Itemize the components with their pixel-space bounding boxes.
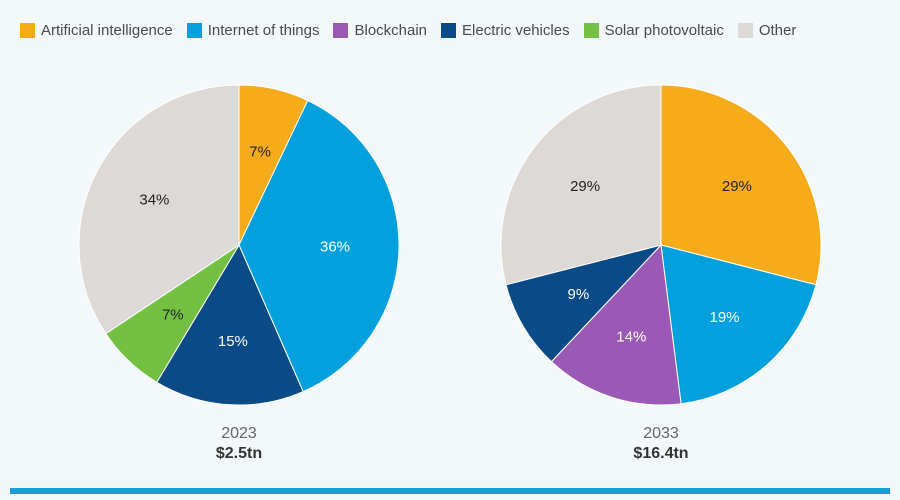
- pie-2023-label-artificial-intelligence: 7%: [249, 143, 271, 160]
- legend-swatch: [583, 23, 599, 38]
- legend-label: Electric vehicles: [462, 22, 570, 39]
- legend-swatch: [441, 23, 457, 38]
- legend: Artificial intelligence Internet of thin…: [20, 22, 796, 39]
- pie-2033-slice-blockchain: [550, 243, 682, 406]
- pie-2023-total: $2.5tn: [216, 445, 262, 462]
- pie-2023-year: 2023: [221, 425, 257, 442]
- pie-2023-slice-other: [78, 84, 240, 335]
- legend-item-electric-vehicles: Electric vehicles: [441, 22, 570, 39]
- legend-label: Artificial intelligence: [41, 22, 173, 39]
- legend-swatch: [186, 23, 202, 38]
- pie-2033: 29% 19% 14% 9% 29% 2033 $16.4tn: [500, 84, 822, 462]
- bottom-accent-bar: [10, 488, 890, 494]
- pie-2033-label-other: 29%: [570, 178, 600, 195]
- legend-item-internet-of-things: Internet of things: [186, 22, 320, 39]
- legend-item-other: Other: [737, 22, 797, 39]
- pie-2033-label-electric-vehicles: 9%: [568, 286, 590, 303]
- pie-2023-label-internet-of-things: 36%: [320, 239, 350, 256]
- legend-label: Other: [758, 22, 797, 39]
- pie-2033-slice-artificial-intelligence: [660, 84, 822, 286]
- pie-2033-slice-electric-vehicles: [505, 244, 663, 363]
- legend-item-solar-photovoltaic: Solar photovoltaic: [583, 22, 724, 39]
- pie-2023-slice-electric-vehicles: [156, 243, 304, 406]
- legend-item-blockchain: Blockchain: [333, 22, 427, 39]
- pie-2033-total: $16.4tn: [633, 445, 688, 462]
- pie-2023: 7% 36% 15% 7% 34% 2023 $2.5tn: [78, 84, 400, 462]
- pie-2023-label-solar-photovoltaic: 7%: [162, 307, 184, 324]
- pie-2033-label-blockchain: 14%: [616, 328, 646, 345]
- legend-item-artificial-intelligence: Artificial intelligence: [20, 22, 173, 39]
- pie-2023-slice-internet-of-things: [238, 99, 400, 393]
- legend-swatch: [737, 23, 753, 38]
- legend-label: Internet of things: [207, 22, 320, 39]
- legend-swatch: [333, 23, 349, 38]
- legend-label: Blockchain: [354, 22, 428, 39]
- pie-2033-label-artificial-intelligence: 29%: [722, 178, 752, 195]
- pie-2023-label-other: 34%: [139, 192, 169, 209]
- pie-2033-year: 2033: [643, 425, 679, 442]
- pie-2033-label-internet-of-things: 19%: [709, 309, 739, 326]
- pie-2023-label-electric-vehicles: 15%: [218, 333, 248, 350]
- pie-2033-slice-other: [500, 84, 662, 286]
- pie-2033-slice-internet-of-things: [660, 244, 817, 405]
- legend-swatch: [20, 23, 35, 38]
- legend-label: Solar photovoltaic: [604, 22, 724, 39]
